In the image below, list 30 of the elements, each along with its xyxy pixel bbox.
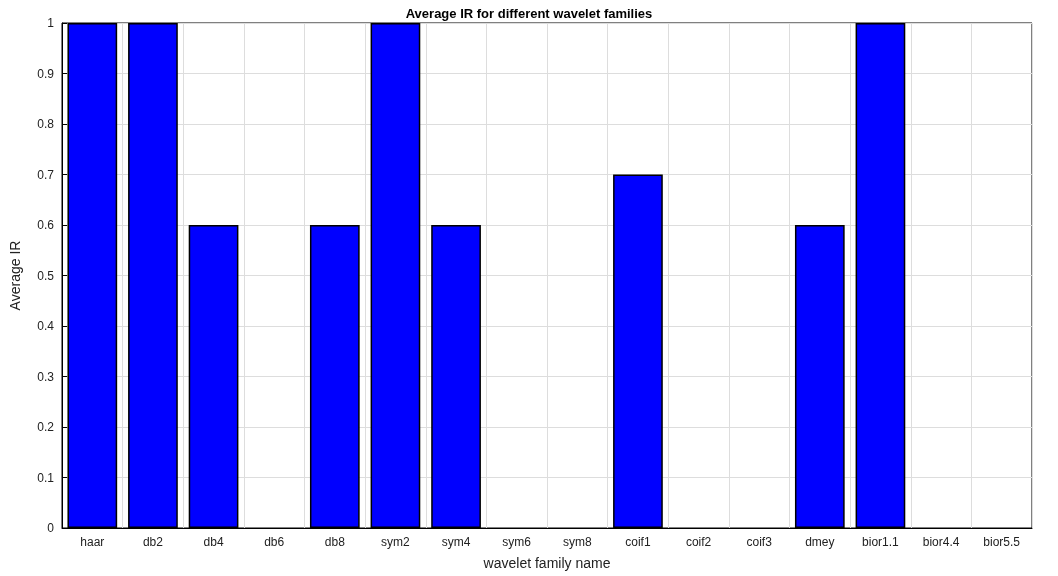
y-axis-title: Average IR xyxy=(7,240,23,311)
x-tick-label: bior1.1 xyxy=(862,535,900,549)
y-tick-label: 0.5 xyxy=(37,268,55,283)
x-tick-label: coif3 xyxy=(746,535,773,549)
y-tick-label: 0 xyxy=(47,521,55,535)
x-axis-title: wavelet family name xyxy=(482,555,611,571)
y-tick-label: 0.1 xyxy=(37,470,55,485)
x-tick-label: sym8 xyxy=(562,535,592,549)
x-tick-label: db2 xyxy=(142,535,164,549)
x-tick-label: sym6 xyxy=(502,535,532,549)
x-tick-label: haar xyxy=(80,535,105,549)
x-tick-label: bior4.4 xyxy=(922,535,960,549)
y-tick-label: 0.4 xyxy=(37,319,55,333)
x-tick-label: db6 xyxy=(264,535,285,549)
x-tick-label: coif2 xyxy=(685,535,712,549)
x-tick-label: bior5.5 xyxy=(983,535,1021,549)
y-tick-label: 0.9 xyxy=(37,66,55,81)
y-tick-label: 0.7 xyxy=(37,167,55,182)
chart-title: Average IR for different wavelet families xyxy=(405,6,653,21)
y-tick-label: 0.6 xyxy=(37,218,55,232)
x-tick-label: sym4 xyxy=(441,535,471,549)
x-tick-label: db4 xyxy=(203,535,224,549)
x-tick-label: coif1 xyxy=(625,535,651,549)
y-tick-label: 0.3 xyxy=(37,369,55,384)
x-tick-label: dmey xyxy=(805,535,835,549)
y-tick-label: 1 xyxy=(47,16,55,30)
x-tick-label: sym2 xyxy=(381,535,411,549)
y-tick-label: 0.2 xyxy=(37,420,55,434)
x-tick-label: db8 xyxy=(324,535,346,549)
y-tick-label: 0.8 xyxy=(37,117,55,131)
